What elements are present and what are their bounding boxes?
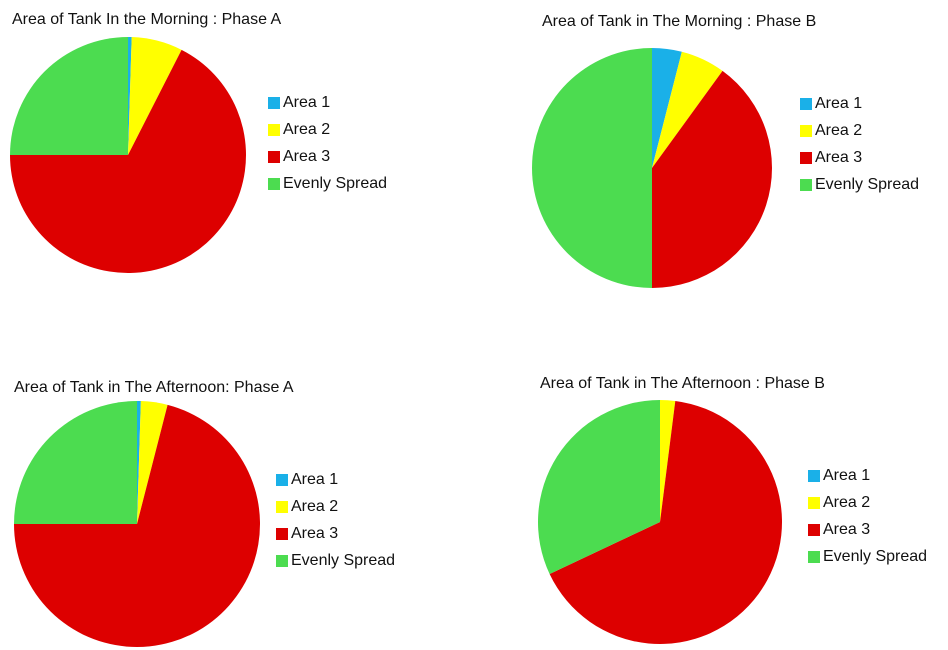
chart-title: Area of Tank in The Morning : Phase B: [542, 13, 816, 30]
legend-swatch: [268, 178, 280, 190]
legend-swatch: [276, 555, 288, 567]
legend-swatch: [268, 151, 280, 163]
pie-slice: [137, 401, 141, 524]
pie-slice: [652, 70, 773, 288]
pie-slice: [549, 400, 783, 644]
legend-label: Evenly Spread: [823, 548, 927, 565]
legend-swatch: [276, 474, 288, 486]
legend-label: Evenly Spread: [283, 175, 387, 192]
legend-swatch: [800, 179, 812, 191]
legend-label: Area 3: [283, 148, 330, 165]
legend-label: Area 1: [283, 94, 330, 111]
legend-swatch: [268, 97, 280, 109]
legend-label: Area 1: [291, 471, 338, 488]
pie-slice: [538, 400, 660, 574]
chart-title: Area of Tank in The Afternoon: Phase A: [14, 379, 294, 396]
pie-slice: [10, 37, 128, 155]
chart-title: Area of Tank in The Afternoon : Phase B: [540, 375, 825, 392]
pie-slice: [14, 404, 260, 647]
legend-swatch: [808, 497, 820, 509]
pie-slice: [652, 51, 723, 168]
pie-slice: [137, 401, 168, 524]
legend-swatch: [808, 524, 820, 536]
legend-label: Area 2: [815, 122, 862, 139]
legend-label: Area 2: [823, 494, 870, 511]
pie-slice: [128, 37, 132, 155]
chart-title: Area of Tank In the Morning : Phase A: [12, 11, 282, 28]
pie-slice: [14, 401, 137, 524]
legend-swatch: [800, 125, 812, 137]
pie-slice: [532, 48, 652, 288]
pie-slice: [128, 37, 182, 155]
legend-swatch: [808, 551, 820, 563]
pie-slice: [660, 400, 676, 522]
legend-label: Area 1: [823, 467, 870, 484]
legend-swatch: [276, 501, 288, 513]
pie-slice: [10, 49, 247, 273]
pie-slice: [652, 48, 682, 168]
legend-label: Evenly Spread: [815, 176, 919, 193]
legend-label: Evenly Spread: [291, 552, 395, 569]
legend-swatch: [268, 124, 280, 136]
legend-swatch: [808, 470, 820, 482]
legend-label: Area 2: [291, 498, 338, 515]
legend-swatch: [800, 152, 812, 164]
legend-label: Area 2: [283, 121, 330, 138]
legend-label: Area 1: [815, 95, 862, 112]
legend-label: Area 3: [823, 521, 870, 538]
legend-swatch: [800, 98, 812, 110]
legend-label: Area 3: [291, 525, 338, 542]
legend-swatch: [276, 528, 288, 540]
legend-label: Area 3: [815, 149, 862, 166]
